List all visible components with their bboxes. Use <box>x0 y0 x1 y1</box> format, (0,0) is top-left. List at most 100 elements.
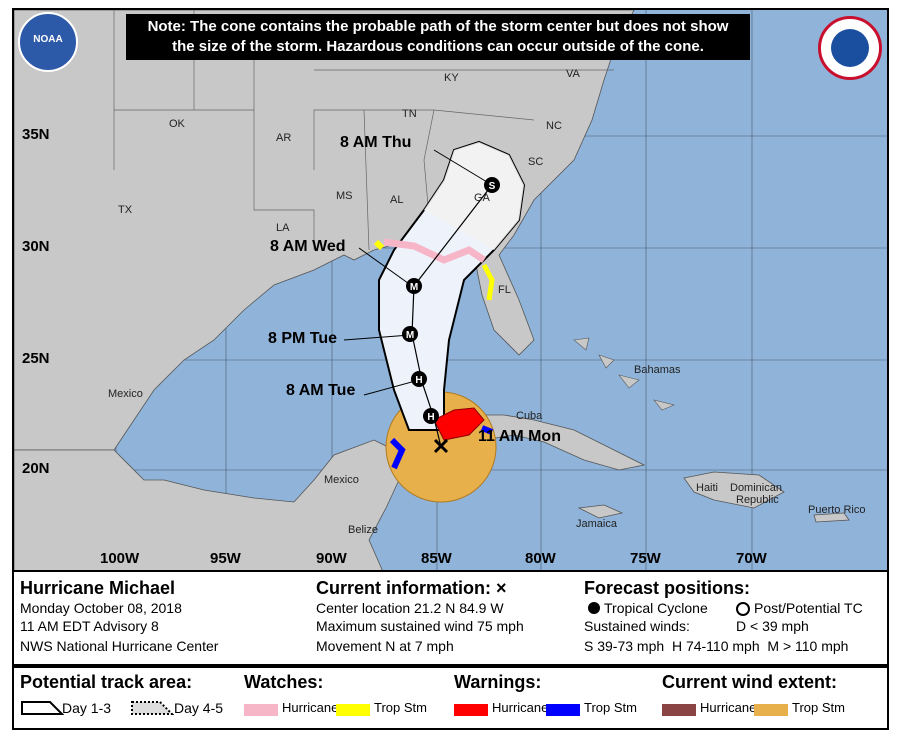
wind-trop-label: Trop Stm <box>792 700 845 715</box>
center-location: Center location 21.2 N 84.9 W <box>316 600 504 616</box>
country-label: Mexico <box>108 388 143 400</box>
jamaica-land <box>577 504 624 519</box>
noaa-logo-text: NOAA <box>33 34 63 45</box>
coast-trop-watch-2 <box>481 263 495 301</box>
forecast-title: Forecast positions: <box>584 578 751 598</box>
country-label: Bahamas <box>634 364 681 376</box>
warn-trop-label: Trop Stm <box>584 700 637 715</box>
day13-swatch <box>21 701 64 715</box>
track-time-label: 11 AM Mon <box>478 428 561 445</box>
state-label: KY <box>444 72 459 84</box>
lat-label: 35N <box>22 126 50 143</box>
state-label: GA <box>474 192 490 204</box>
post-tc-label: Post/Potential TC <box>754 600 863 616</box>
track-time-label: 8 AM Thu <box>340 134 412 151</box>
note-line-1: Note: The cone contains the probable pat… <box>147 18 729 35</box>
advisory-date: Monday October 08, 2018 <box>20 600 182 616</box>
lon-label: 75W <box>630 550 661 567</box>
day13-label: Day 1-3 <box>62 700 112 716</box>
track-line <box>411 184 493 448</box>
state-label: VA <box>566 68 580 80</box>
nws-logo-center <box>831 29 869 67</box>
coast-hurricane-watch <box>383 238 486 264</box>
wind-hurricane-label: Hurricane <box>700 700 757 715</box>
post-tc-icon <box>736 602 750 616</box>
wind-hurricane-swatch <box>662 704 696 716</box>
puerto-rico-land <box>813 512 850 523</box>
movement: Movement N at 7 mph <box>316 638 454 654</box>
state-label: FL <box>498 284 511 296</box>
cone-note: Note: The cone contains the probable pat… <box>126 14 750 60</box>
state-label: AR <box>276 132 292 144</box>
state-label: MS <box>336 190 353 202</box>
lon-label: 85W <box>421 550 452 567</box>
country-label: Haiti <box>696 482 719 494</box>
sustained-winds-label: Sustained winds: <box>584 618 690 634</box>
bahamas-land <box>573 337 675 411</box>
warn-trop-swatch <box>546 704 580 716</box>
wind-trop-swatch <box>754 704 788 716</box>
country-label: Belize <box>348 524 378 536</box>
noaa-logo: NOAA <box>18 12 78 72</box>
advisory-number: 11 AM EDT Advisory 8 <box>20 618 159 634</box>
lon-label: 70W <box>736 550 767 567</box>
state-label: LA <box>276 222 290 234</box>
state-label: OK <box>169 118 185 130</box>
country-label: Republic <box>736 494 779 506</box>
state-label: NC <box>546 120 562 132</box>
forecast-map: S M M H H 35N 30N 25N 20N 100W 95W 90W 8… <box>12 8 889 572</box>
current-info-title: Current information: × <box>316 578 507 598</box>
country-label: Puerto Rico <box>808 504 866 516</box>
hispaniola-land <box>683 471 785 509</box>
yucatan-trop-warning <box>389 437 406 470</box>
warn-hurricane-label: Hurricane <box>492 700 549 715</box>
track-point-label: M <box>410 282 418 293</box>
state-label: TN <box>402 108 417 120</box>
info-panel: Hurricane Michael Monday October 08, 201… <box>12 572 889 666</box>
track-time-label: 8 AM Wed <box>270 238 346 255</box>
lat-label: 25N <box>22 350 50 367</box>
track-area-title: Potential track area: <box>20 672 193 692</box>
track-markers: S M M H H <box>402 177 500 424</box>
state-label: TX <box>118 204 133 216</box>
track-point-label: H <box>427 412 434 423</box>
coast-trop-watch-1 <box>373 239 385 251</box>
lon-label: 95W <box>210 550 241 567</box>
watch-hurricane-swatch <box>244 704 278 716</box>
warn-hurricane-swatch <box>454 704 488 716</box>
watch-trop-label: Trop Stm <box>374 700 427 715</box>
track-point-label: M <box>406 330 414 341</box>
country-label: Dominican <box>730 482 782 494</box>
track-point-label: S <box>489 181 496 192</box>
map-canvas: S M M H H <box>14 10 887 570</box>
issuing-center: NWS National Hurricane Center <box>20 638 219 654</box>
state-label: SC <box>528 156 544 168</box>
track-time-label: 8 AM Tue <box>286 382 356 399</box>
country-label: Cuba <box>516 410 543 422</box>
lon-label: 100W <box>100 550 140 567</box>
nws-logo <box>818 16 882 80</box>
depression-wind: D < 39 mph <box>736 618 809 634</box>
track-time-label: 8 PM Tue <box>268 330 338 347</box>
lat-label: 20N <box>22 460 50 477</box>
watch-trop-swatch <box>336 704 370 716</box>
warnings-title: Warnings: <box>454 672 542 692</box>
tropical-cyclone-icon <box>588 602 600 614</box>
note-line-2: the size of the storm. Hazardous conditi… <box>172 38 704 55</box>
watches-title: Watches: <box>244 672 324 692</box>
country-label: Mexico <box>324 474 359 486</box>
country-label: Jamaica <box>576 518 617 530</box>
lat-label: 30N <box>22 238 50 255</box>
current-position-marker <box>433 438 449 454</box>
wind-categories: S 39-73 mph H 74-110 mph M > 110 mph <box>584 638 849 654</box>
lon-label: 80W <box>525 550 556 567</box>
max-wind: Maximum sustained wind 75 mph <box>316 618 524 634</box>
legend-panel: Potential track area: Day 1-3 Day 4-5 Wa… <box>12 666 889 730</box>
tropical-cyclone-label: Tropical Cyclone <box>604 600 708 616</box>
wind-extent-title: Current wind extent: <box>662 672 838 692</box>
cone-day4-5 <box>424 142 524 250</box>
lon-label: 90W <box>316 550 347 567</box>
cuba-hurricane-warning <box>433 407 485 441</box>
day45-swatch <box>131 701 174 715</box>
